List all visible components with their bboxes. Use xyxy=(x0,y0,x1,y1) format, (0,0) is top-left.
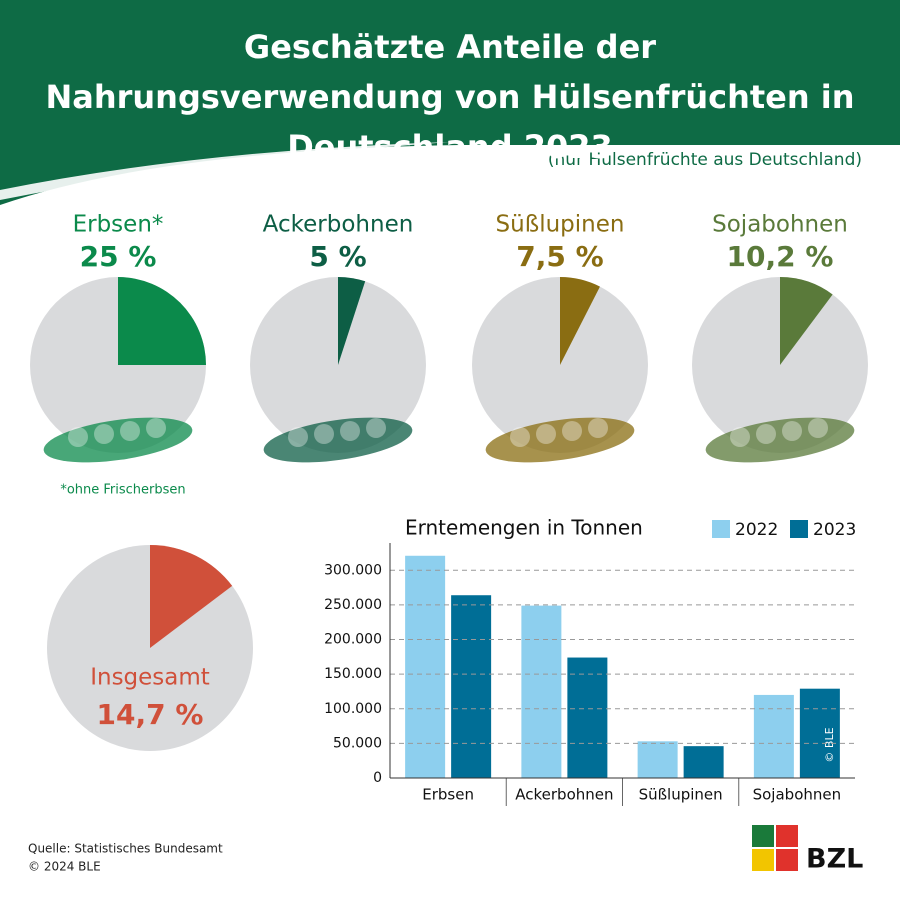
pie-slice xyxy=(118,277,206,365)
pie-title: Insgesamt xyxy=(90,665,210,691)
legume-seed xyxy=(120,421,140,441)
pie-value-label: 5 % xyxy=(309,240,366,273)
y-tick-label: 0 xyxy=(373,770,382,786)
pie-slice xyxy=(560,277,600,365)
bar xyxy=(451,595,492,778)
bar xyxy=(405,555,446,778)
legume-seed xyxy=(510,427,530,447)
watermark: © BLE xyxy=(823,727,836,762)
x-tick-label: Süßlupinen xyxy=(639,786,723,804)
x-tick-label: Ackerbohnen xyxy=(515,786,613,804)
legend-label: 2022 xyxy=(735,520,778,540)
legend-swatch xyxy=(712,520,730,538)
logo xyxy=(752,825,798,871)
legume-seed xyxy=(366,418,386,438)
pie-title: Sojabohnen xyxy=(712,212,848,238)
pie-slice xyxy=(150,545,233,648)
header-band xyxy=(0,0,900,205)
source: © 2024 BLE xyxy=(28,860,101,874)
pie-title: Süßlupinen xyxy=(496,212,625,238)
legume-seed xyxy=(808,418,828,438)
legume-pod xyxy=(43,417,193,463)
legume-seed xyxy=(756,424,776,444)
bar xyxy=(521,605,562,778)
y-tick-label: 200.000 xyxy=(324,632,382,648)
legume-pod xyxy=(263,417,413,463)
legume-seed xyxy=(782,421,802,441)
bar xyxy=(683,746,724,778)
legume-pod xyxy=(705,417,855,463)
legume-seed xyxy=(536,424,556,444)
legume-seed xyxy=(340,421,360,441)
y-tick-label: 150.000 xyxy=(324,666,382,682)
bar xyxy=(567,657,608,778)
bar xyxy=(637,741,678,778)
legume-seed xyxy=(314,424,334,444)
y-tick-label: 50.000 xyxy=(333,735,382,751)
y-tick-label: 300.000 xyxy=(324,562,382,578)
pie-value-label: 7,5 % xyxy=(516,240,603,273)
legume-seed xyxy=(94,424,114,444)
source: Quelle: Statistisches Bundesamt xyxy=(28,842,223,856)
bar-chart-title: Erntemengen in Tonnen xyxy=(405,516,643,540)
subtitle: (nur Hülsenfrüchte aus Deutschland) xyxy=(548,150,862,170)
legume-seed xyxy=(68,427,88,447)
legume-pod xyxy=(485,417,635,463)
pie-slice xyxy=(338,277,366,365)
x-tick-label: Sojabohnen xyxy=(753,786,842,804)
bar xyxy=(753,694,794,778)
legume-seed xyxy=(562,421,582,441)
logo-text: BZL xyxy=(806,844,863,875)
footnote: *ohne Frischerbsen xyxy=(60,483,185,498)
x-tick-label: Erbsen xyxy=(422,786,474,804)
pie-value-label: 14,7 % xyxy=(97,698,204,731)
legend-swatch xyxy=(790,520,808,538)
y-tick-label: 250.000 xyxy=(324,597,382,613)
legume-seed xyxy=(730,427,750,447)
pie-value-label: 10,2 % xyxy=(727,240,834,273)
title: Geschätzte Anteile der Nahrungsverwendun… xyxy=(45,28,855,166)
legume-seed xyxy=(146,418,166,438)
legend-label: 2023 xyxy=(813,520,856,540)
pie-title: Ackerbohnen xyxy=(263,212,414,238)
pie-value-label: 25 % xyxy=(80,240,157,273)
legume-seed xyxy=(588,418,608,438)
y-tick-label: 100.000 xyxy=(324,701,382,717)
pie-title: Erbsen* xyxy=(73,212,164,238)
legume-seed xyxy=(288,427,308,447)
bar xyxy=(799,688,840,778)
pie-slice xyxy=(780,277,833,365)
